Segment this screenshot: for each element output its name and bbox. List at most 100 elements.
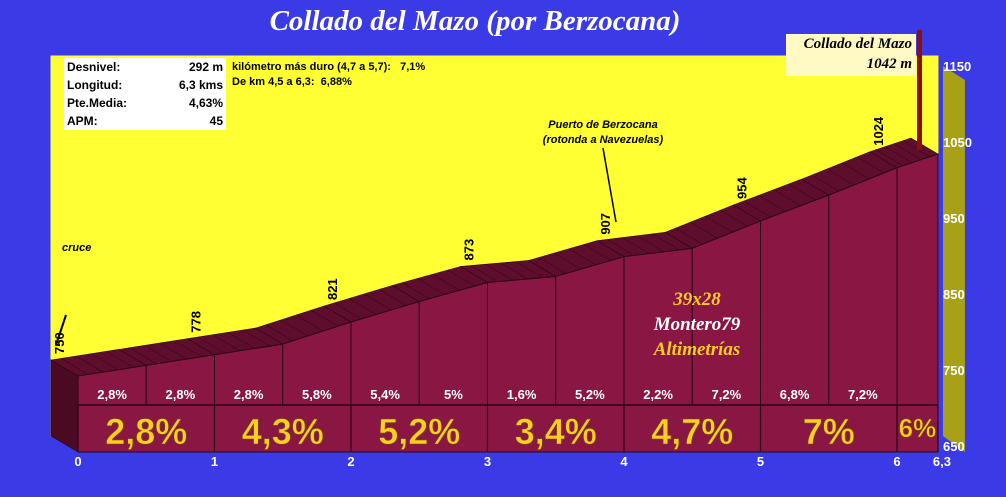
y-tick-label: 950 — [943, 211, 965, 226]
ridge-hatch — [538, 257, 567, 274]
gear-label: 39x28 — [672, 289, 721, 310]
stats-label: APM: — [67, 114, 98, 128]
half-km-gradient-label: 5,8% — [302, 387, 332, 402]
ridge-hatch — [788, 183, 816, 201]
summit-pole — [917, 30, 922, 150]
altitude-label: 907 — [598, 213, 613, 235]
half-km-gradient-label: 7,2% — [712, 387, 742, 402]
ridge-hatch — [280, 319, 309, 337]
half-km-gradient-label: 6,8% — [780, 387, 810, 402]
ridge-hatch — [652, 233, 680, 251]
km-gradient-label: 6% — [899, 413, 937, 443]
ridge-hatch — [758, 195, 786, 212]
segment-note: De km 4,5 a 6,3: 6,88% — [232, 76, 352, 88]
puerto-marker-line — [602, 147, 617, 223]
ridge-hatch — [295, 314, 324, 332]
ridge-hatch — [212, 334, 240, 352]
km-gradient-label: 2,8% — [105, 411, 187, 452]
y-tick-label: 750 — [943, 363, 965, 378]
ridge-hatch — [379, 289, 407, 306]
x-tick-label: 6,3 — [933, 454, 951, 469]
half-km-gradient-label: 2,8% — [97, 387, 127, 402]
ridge-hatch — [553, 252, 582, 270]
km-band — [77, 404, 939, 453]
ridge-hatch — [310, 309, 339, 327]
ridge-hatch — [607, 239, 635, 256]
ridge-hatch — [675, 227, 703, 245]
profile-side-face — [50, 359, 79, 453]
ridge-hatch — [432, 274, 460, 291]
ridge-hatch — [743, 200, 771, 218]
stats-value: 292 m — [188, 60, 223, 74]
half-km-gradient-label: 5% — [444, 387, 463, 402]
x-tick-label: 3 — [484, 454, 491, 469]
ridge-hatch — [106, 351, 134, 368]
ridge-hatch — [402, 282, 430, 299]
ridge-hatch — [265, 324, 294, 342]
ridge-hatch — [159, 342, 187, 360]
km-gradient-label: 3,4% — [515, 411, 597, 452]
ridge-hatch — [174, 340, 202, 358]
ridge-hatch — [856, 156, 885, 174]
stats-label: Pte.Media: — [67, 96, 128, 110]
km-gradient-label: 5,2% — [378, 411, 460, 452]
gradient-band — [77, 404, 939, 453]
altitude-label: 1024 — [871, 116, 886, 146]
ridge-hatch — [902, 140, 931, 157]
ridge-hatch — [705, 215, 733, 233]
altitude-label: 954 — [735, 177, 750, 199]
chart-title: Collado del Mazo (por Berzocana) — [270, 5, 681, 37]
puerto-sublabel: (rotonda a Navezuelas) — [543, 134, 664, 146]
ridge-hatch — [568, 248, 597, 266]
y-tick-label: 650 — [943, 439, 965, 454]
summit-box: Collado del Mazo 1042 m — [786, 34, 916, 76]
puerto-label: Puerto de Berzocana — [548, 119, 657, 131]
ridge-hatch — [349, 298, 377, 315]
y-tick-label: 1050 — [943, 135, 972, 150]
ridge-hatch — [334, 302, 362, 320]
plot-side-wall — [942, 66, 965, 452]
stats-label: Desnivel: — [67, 60, 121, 74]
half-km-gradient-label: 7,2% — [848, 387, 878, 402]
km-gradient-label: 7% — [803, 411, 855, 452]
ridge-hatch — [893, 143, 922, 160]
altitude-label: 778 — [189, 311, 204, 333]
x-tick-label: 2 — [347, 454, 354, 469]
altitude-label: 750 — [52, 332, 67, 354]
y-tick-label: 850 — [943, 287, 965, 302]
x-tick-label: 6 — [893, 454, 900, 469]
x-tick-label: 0 — [74, 454, 81, 469]
chart-labels: 2,8% 2,8% 2,8% 5,8% 5,4% 5% 1,6% 5,2% 2,2% 7,2% 6,… — [52, 116, 937, 452]
stats-row: Pte.Media: 4,63% — [64, 94, 226, 112]
stats-value: 45 — [209, 114, 223, 128]
ridge-hatch — [242, 329, 270, 347]
ridge-hatch — [583, 244, 612, 261]
x-tick-label: 5 — [757, 454, 764, 469]
ridge-hatch — [364, 293, 392, 311]
ridge-hatch — [500, 262, 528, 280]
ridge-hatch — [773, 189, 801, 207]
y-tick-label: 1150 — [943, 59, 971, 74]
km-gradient-label: 4,3% — [242, 411, 324, 452]
ridge-hatch — [76, 355, 104, 373]
stats-row: Longitud: 6,3 kms — [64, 76, 226, 94]
ridge-hatch — [841, 162, 870, 180]
start-marker-line — [55, 314, 67, 346]
stats-table: Desnivel: 292 m Longitud: 6,3 kms Pte.Medi… — [64, 58, 226, 130]
stats-value: 4,63% — [188, 96, 223, 110]
ridge-hatch — [884, 146, 913, 163]
altitude-label: 873 — [462, 239, 477, 261]
altitude-label: 821 — [325, 278, 340, 300]
author-label: Montero79 — [653, 314, 741, 335]
ridge-hatch — [622, 237, 650, 254]
summit-name: Collado del Mazo — [803, 36, 912, 52]
ridge-hatch — [485, 263, 513, 281]
km-gradient-label: 4,7% — [651, 411, 733, 452]
ridge-hatch — [227, 332, 255, 349]
ridge-hatch — [826, 168, 855, 186]
half-km-gradient-label: 5,4% — [370, 387, 400, 402]
half-km-gradient-label: 2,8% — [234, 387, 264, 402]
half-km-gradient-label: 1,6% — [507, 387, 537, 402]
